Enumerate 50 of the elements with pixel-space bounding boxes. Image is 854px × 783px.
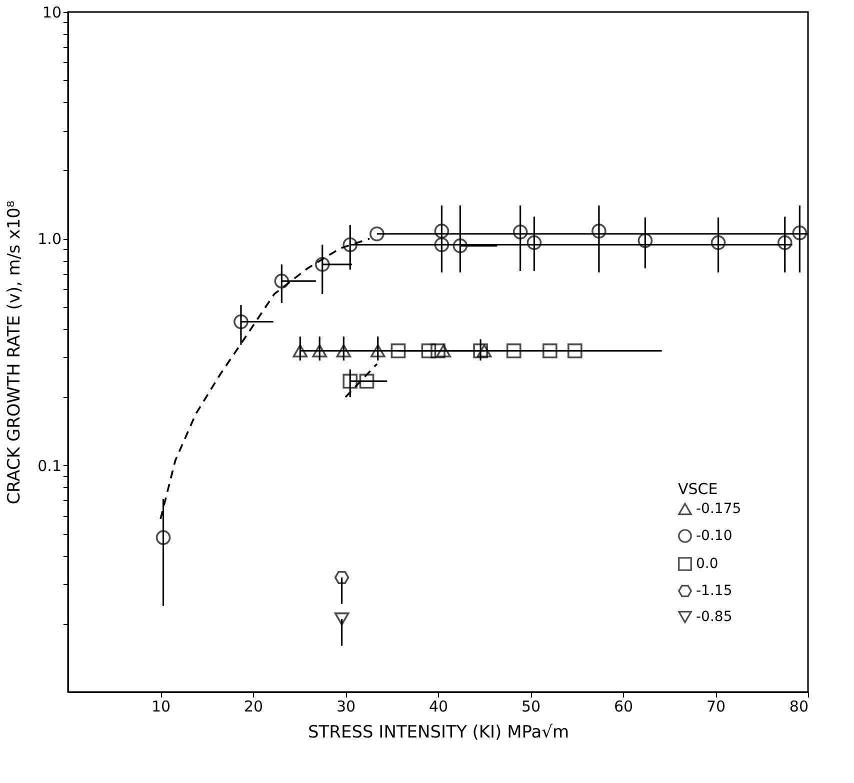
x-tick-label: 40 (428, 698, 448, 716)
x-tick-label: 80 (789, 698, 808, 716)
point (370, 344, 386, 358)
x-tick-label: 60 (614, 698, 634, 716)
point (336, 344, 352, 358)
point (476, 344, 492, 358)
point (638, 233, 653, 248)
point (312, 344, 328, 358)
point (430, 343, 446, 358)
x-tick-label: 10 (151, 698, 171, 716)
legend-label: -0.85 (696, 609, 732, 625)
x-tick-label: 50 (521, 698, 541, 716)
point (274, 274, 290, 288)
legend-label: -1.15 (696, 583, 732, 599)
point (512, 224, 528, 240)
point (342, 237, 358, 252)
point (452, 238, 468, 254)
point (592, 224, 606, 238)
point (542, 343, 558, 358)
point (436, 344, 451, 358)
point (434, 224, 450, 238)
point (334, 570, 350, 584)
legend-title: VSCE (678, 480, 718, 498)
point (370, 226, 384, 242)
y-axis-title: CRACK GROWTH RATE (v), m/s x10⁸ (4, 200, 25, 504)
point (314, 256, 330, 272)
point (434, 237, 450, 252)
point (710, 235, 726, 250)
point (334, 612, 350, 626)
legend-label: 0.0 (696, 556, 718, 572)
x-tick-label: 20 (244, 698, 264, 716)
point (390, 343, 406, 358)
point (567, 343, 582, 358)
point (506, 343, 522, 358)
point (342, 374, 358, 389)
x-tick-label: 30 (336, 698, 356, 716)
point (156, 530, 171, 545)
x-axis-title: STRESS INTENSITY (KI) MPa√m (308, 722, 570, 742)
legend-label: -0.175 (696, 501, 742, 517)
x-tick-label: 70 (706, 698, 726, 716)
point (234, 314, 248, 330)
point (526, 235, 542, 250)
y-tick-label: 0.1 (38, 456, 62, 475)
point (359, 374, 374, 389)
legend-label: -0.10 (696, 528, 732, 544)
y-tick-label: 10 (42, 4, 62, 22)
y-tick-label: 1.0 (38, 230, 62, 248)
point (421, 343, 436, 358)
point (292, 344, 308, 358)
point (473, 343, 488, 358)
